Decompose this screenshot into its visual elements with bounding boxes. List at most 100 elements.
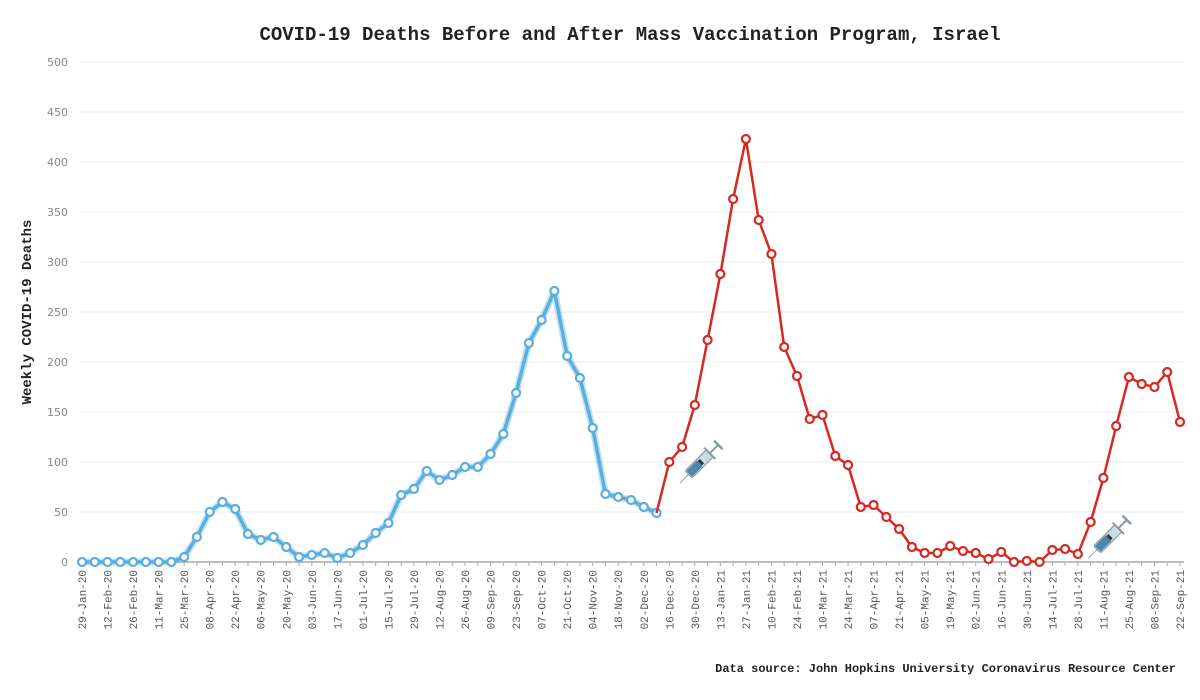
x-tick-label: 03-Jun-20 [308, 570, 320, 629]
data-point [293, 551, 305, 563]
y-tick-label: 500 [47, 56, 68, 69]
syringe-plunger-tip [697, 459, 705, 466]
series-line-glow [82, 287, 658, 566]
data-point [179, 551, 190, 563]
y-tick-label: 250 [47, 306, 68, 319]
data-point [676, 441, 688, 453]
data-point [498, 428, 509, 440]
series-line [82, 289, 658, 564]
data-point [945, 540, 956, 552]
x-tick-label: 10-Feb-21 [767, 570, 779, 630]
data-point [472, 461, 483, 473]
data-point [89, 556, 100, 568]
x-tick-label: 23-Sep-20 [512, 570, 524, 629]
x-tick-label: 05-May-21 [921, 570, 933, 630]
data-point [587, 422, 598, 434]
syringe-plunger-tip [1106, 534, 1113, 541]
annotations [679, 439, 1132, 559]
syringe-flange [703, 446, 717, 460]
x-tick-label: 12-Aug-20 [435, 570, 447, 629]
x-tick-label: 10-Mar-21 [819, 570, 831, 630]
data-point [1111, 420, 1122, 432]
data-point [957, 545, 969, 557]
data-point [345, 547, 356, 559]
data-point [996, 546, 1007, 558]
x-tick-label: 29-Jan-20 [78, 570, 90, 629]
data-point [574, 372, 586, 384]
x-tick-label: 22-Sep-21 [1176, 570, 1188, 630]
x-tick-label: 19-May-21 [946, 570, 958, 630]
data-point [625, 494, 637, 506]
data-point [1021, 555, 1032, 567]
x-tick-label: 07-Oct-20 [538, 570, 550, 629]
data-point [549, 285, 560, 297]
data-point [1149, 381, 1160, 393]
data-point [76, 556, 88, 568]
data-point [1034, 556, 1045, 568]
data-point [919, 547, 930, 559]
data-point [817, 409, 828, 421]
data-point [804, 413, 815, 425]
y-axis-label: Weekly COVID-19 Deaths [20, 220, 36, 405]
data-point [766, 248, 777, 260]
data-point [1047, 544, 1058, 556]
data-point [255, 534, 266, 546]
x-tick-label: 04-Nov-20 [589, 570, 601, 629]
x-tick-label: 08-Apr-20 [206, 570, 218, 629]
data-point [702, 334, 713, 346]
x-axis: 29-Jan-20 12-Feb-20 26-Feb-20 11-Mar-20 25-M… [78, 561, 1188, 630]
x-tick-label: 26-Aug-20 [461, 570, 473, 629]
data-point [332, 552, 343, 564]
x-tick-label: 25-Aug-21 [1125, 570, 1137, 630]
data-point [906, 541, 917, 553]
x-tick-label: 15-Jul-20 [384, 570, 396, 629]
data-point [319, 547, 330, 559]
y-axis-ticks: 0 50 100 150 200 250 300 350 400 450 500 [47, 56, 68, 569]
syringe-icon [1088, 514, 1132, 559]
data-point [791, 370, 803, 382]
data-point [664, 456, 675, 468]
data-point [715, 268, 726, 280]
syringe-handle [1121, 514, 1132, 525]
y-tick-label: 0 [61, 556, 68, 569]
x-tick-label: 27-Jan-21 [742, 570, 754, 630]
data-point [217, 496, 228, 508]
syringe-needle [1088, 549, 1098, 559]
syringe-plunger [709, 444, 719, 455]
x-tick-label: 21-Apr-21 [895, 570, 907, 630]
x-tick-label: 16-Dec-20 [665, 570, 677, 629]
x-tick-label: 25-Mar-20 [180, 570, 192, 629]
data-point [779, 341, 790, 353]
x-tick-label: 11-Aug-21 [1099, 570, 1111, 630]
data-point [510, 387, 522, 399]
data-point [728, 193, 739, 205]
x-tick-label: 01-Jul-20 [359, 570, 371, 629]
data-point [1098, 472, 1109, 484]
data-point [115, 556, 126, 568]
x-tick-label: 22-Apr-20 [231, 570, 243, 629]
data-point [421, 465, 432, 477]
x-tick-label: 26-Feb-20 [129, 570, 141, 629]
y-tick-label: 350 [47, 206, 68, 219]
data-point [153, 556, 164, 568]
x-tick-label: 29-Jul-20 [410, 570, 422, 629]
data-point [204, 506, 215, 518]
data-point [281, 541, 292, 553]
syringe-flange [1111, 521, 1125, 535]
x-tick-label: 24-Feb-21 [793, 570, 805, 630]
series-line [655, 137, 1182, 564]
series-after-vaccination [655, 133, 1186, 568]
data-point [434, 474, 445, 486]
x-tick-label: 14-Jul-21 [1048, 570, 1060, 630]
x-tick-label: 02-Jun-21 [972, 570, 984, 630]
data-point [689, 399, 700, 411]
data-point [740, 133, 752, 145]
x-tick-label: 02-Dec-20 [640, 570, 652, 629]
y-tick-label: 150 [47, 406, 68, 419]
data-point [842, 459, 854, 471]
y-tick-label: 100 [47, 456, 68, 469]
x-tick-label: 08-Sep-21 [1150, 570, 1162, 630]
x-tick-label: 28-Jul-21 [1074, 570, 1086, 630]
x-tick-label: 07-Apr-21 [870, 570, 882, 630]
